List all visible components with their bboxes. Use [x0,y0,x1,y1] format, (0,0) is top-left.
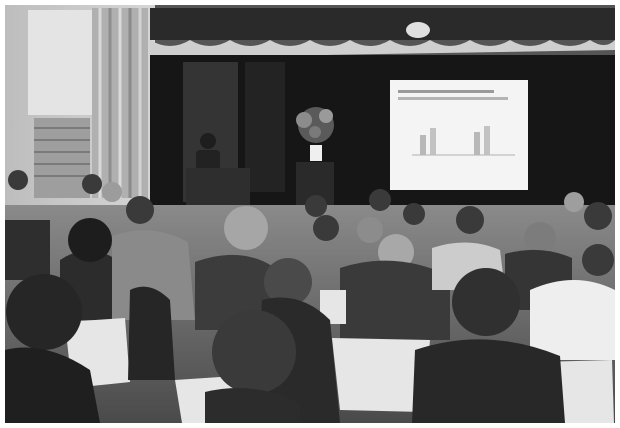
audience-front-row [5,218,565,423]
side-curtain [92,8,148,198]
stage-emblem [406,22,430,38]
wall-vents [34,118,90,198]
audience-back-rows [8,170,614,276]
flower-arrangement [296,107,334,161]
speaker [186,133,250,212]
wall-window [28,10,92,115]
audience-middle-rows [5,220,615,360]
projector-screen [390,80,528,190]
